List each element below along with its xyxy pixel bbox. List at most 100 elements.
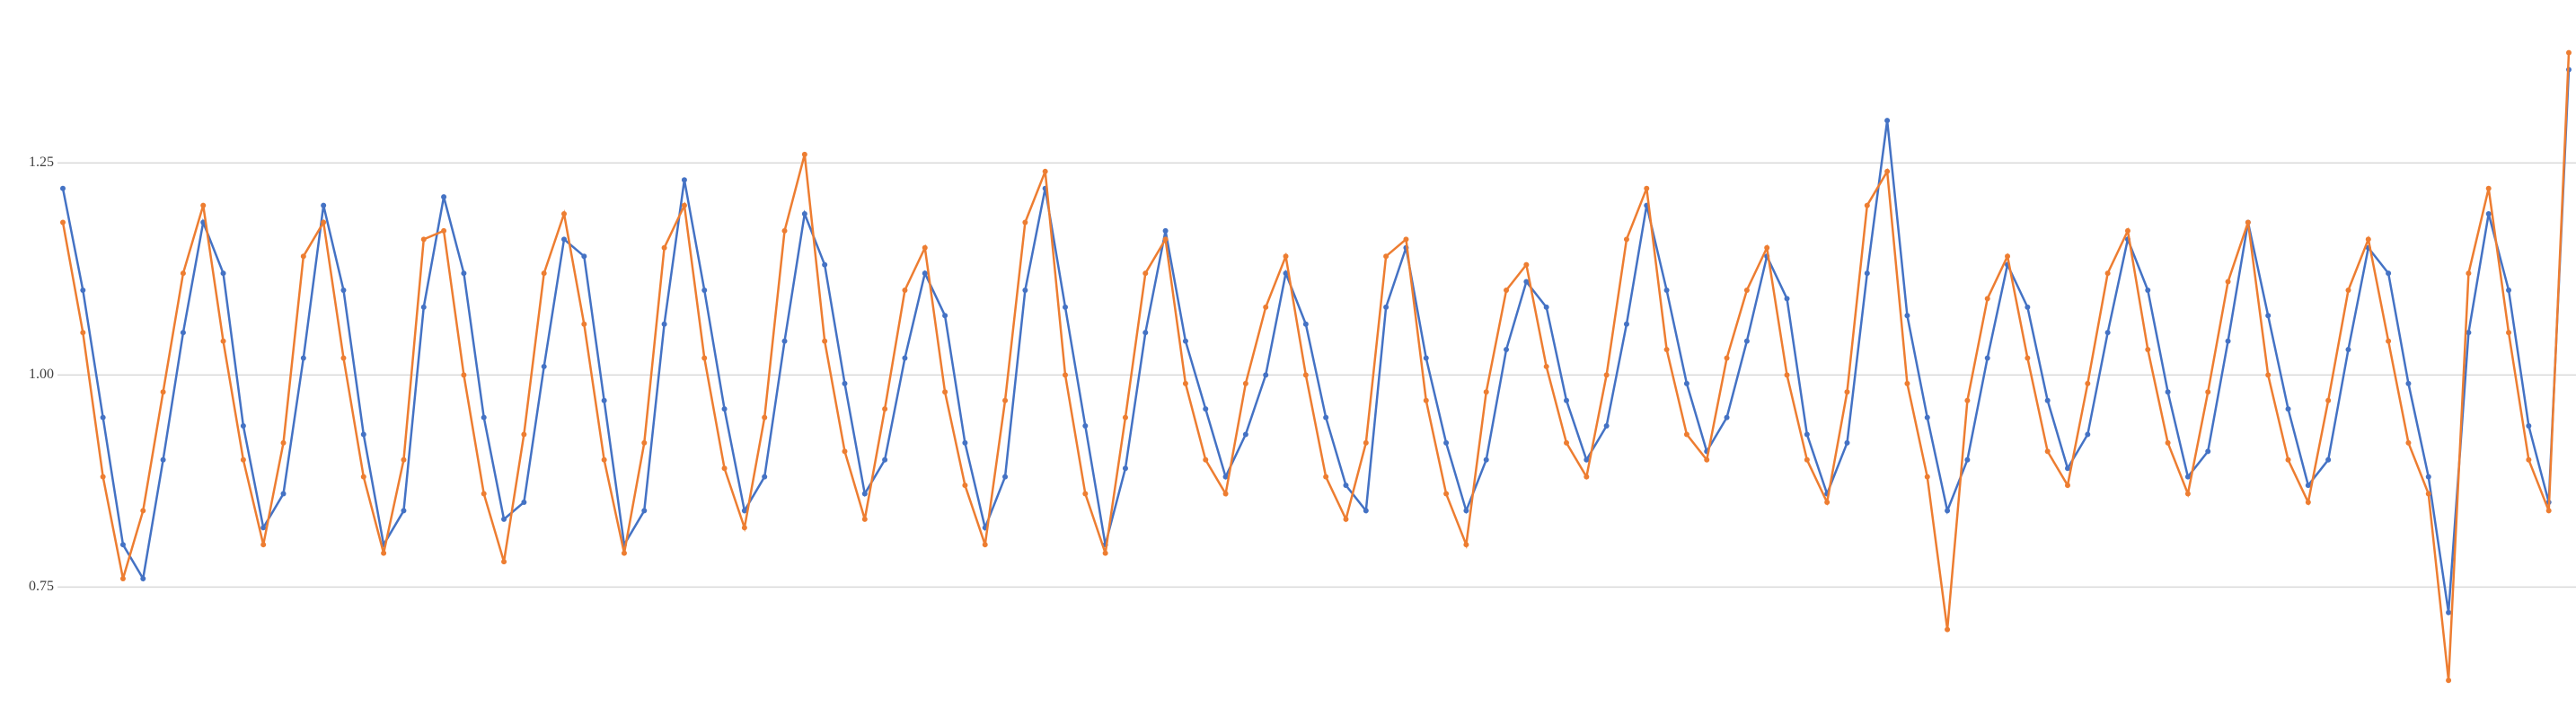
data-point: [721, 465, 728, 472]
data-point: [1122, 414, 1128, 421]
data-point: [1463, 542, 1469, 548]
data-point: [882, 456, 888, 463]
data-point: [1984, 355, 1990, 361]
data-point: [2104, 330, 2111, 336]
data-point: [1523, 279, 1530, 285]
data-point: [541, 270, 547, 277]
data-point: [1263, 304, 1269, 310]
data-point: [140, 508, 146, 514]
data-point: [1824, 499, 1831, 505]
data-point: [681, 177, 687, 183]
data-point: [2225, 279, 2231, 285]
data-point: [1242, 431, 1248, 438]
y-tick-label: 1.25: [29, 155, 54, 170]
data-point: [581, 321, 587, 327]
data-point: [2386, 270, 2392, 277]
data-point: [1543, 304, 1549, 310]
data-point: [1383, 253, 1389, 260]
data-point: [2566, 49, 2572, 56]
data-point: [2044, 448, 2051, 455]
data-point: [1423, 355, 1429, 361]
data-point: [882, 406, 888, 412]
data-point: [801, 151, 807, 157]
data-point: [2386, 338, 2392, 344]
data-point: [1603, 372, 1610, 378]
data-point: [2345, 287, 2351, 293]
data-point: [119, 542, 126, 548]
data-point: [641, 439, 648, 446]
data-point: [1463, 508, 1469, 514]
data-point: [1884, 118, 1891, 124]
data-point: [2365, 236, 2371, 243]
data-point: [1904, 380, 1910, 386]
data-point: [1704, 456, 1710, 463]
data-point: [2506, 330, 2512, 336]
data-point: [1964, 456, 1971, 463]
data-point: [842, 448, 848, 455]
data-point: [1302, 372, 1309, 378]
data-point: [2005, 253, 2011, 260]
data-point: [2085, 431, 2091, 438]
data-point: [260, 542, 267, 548]
data-point: [1663, 287, 1670, 293]
data-point: [2325, 397, 2332, 403]
data-point: [1504, 347, 1510, 353]
data-point: [2485, 211, 2492, 217]
data-point: [100, 474, 106, 480]
data-point: [1443, 491, 1450, 497]
data-point: [360, 431, 366, 438]
data-point: [1142, 330, 1149, 336]
data-point: [1864, 270, 1870, 277]
data-point: [2245, 219, 2251, 226]
data-point: [80, 330, 86, 336]
data-point: [2325, 456, 2332, 463]
data-point: [2425, 474, 2431, 480]
data-point: [2085, 380, 2091, 386]
data-point: [2526, 456, 2532, 463]
data-point: [681, 202, 687, 208]
data-point: [1162, 227, 1169, 234]
data-point: [2265, 313, 2272, 319]
data-point: [1203, 406, 1209, 412]
data-point: [2545, 508, 2552, 514]
data-point: [2526, 423, 2532, 429]
data-point: [781, 227, 788, 234]
data-point: [641, 508, 648, 514]
data-point: [982, 542, 988, 548]
data-point: [180, 270, 186, 277]
data-point: [60, 185, 66, 191]
data-point: [2305, 499, 2311, 505]
data-point: [962, 483, 968, 489]
data-point: [1363, 439, 1369, 446]
data-point: [902, 287, 908, 293]
data-point: [1082, 491, 1089, 497]
data-point: [1182, 380, 1188, 386]
data-point: [481, 491, 487, 497]
data-point: [200, 202, 207, 208]
data-point: [581, 253, 587, 260]
data-point: [661, 244, 667, 251]
data-point: [1423, 397, 1429, 403]
data-point: [1483, 456, 1489, 463]
data-point: [1483, 389, 1489, 395]
data-point: [1743, 338, 1750, 344]
data-point: [922, 244, 928, 251]
data-point: [2205, 389, 2211, 395]
data-point: [762, 414, 768, 421]
data-point: [2145, 287, 2151, 293]
data-point: [1984, 296, 1990, 302]
data-point: [340, 355, 347, 361]
data-point: [1884, 168, 1891, 174]
data-point: [420, 236, 427, 243]
data-point: [521, 431, 527, 438]
data-point: [1683, 431, 1689, 438]
data-point: [942, 389, 948, 395]
data-point: [2466, 330, 2472, 336]
data-point: [1663, 347, 1670, 353]
data-point: [501, 516, 507, 522]
data-point: [420, 304, 427, 310]
data-point: [160, 389, 166, 395]
data-point: [801, 211, 807, 217]
